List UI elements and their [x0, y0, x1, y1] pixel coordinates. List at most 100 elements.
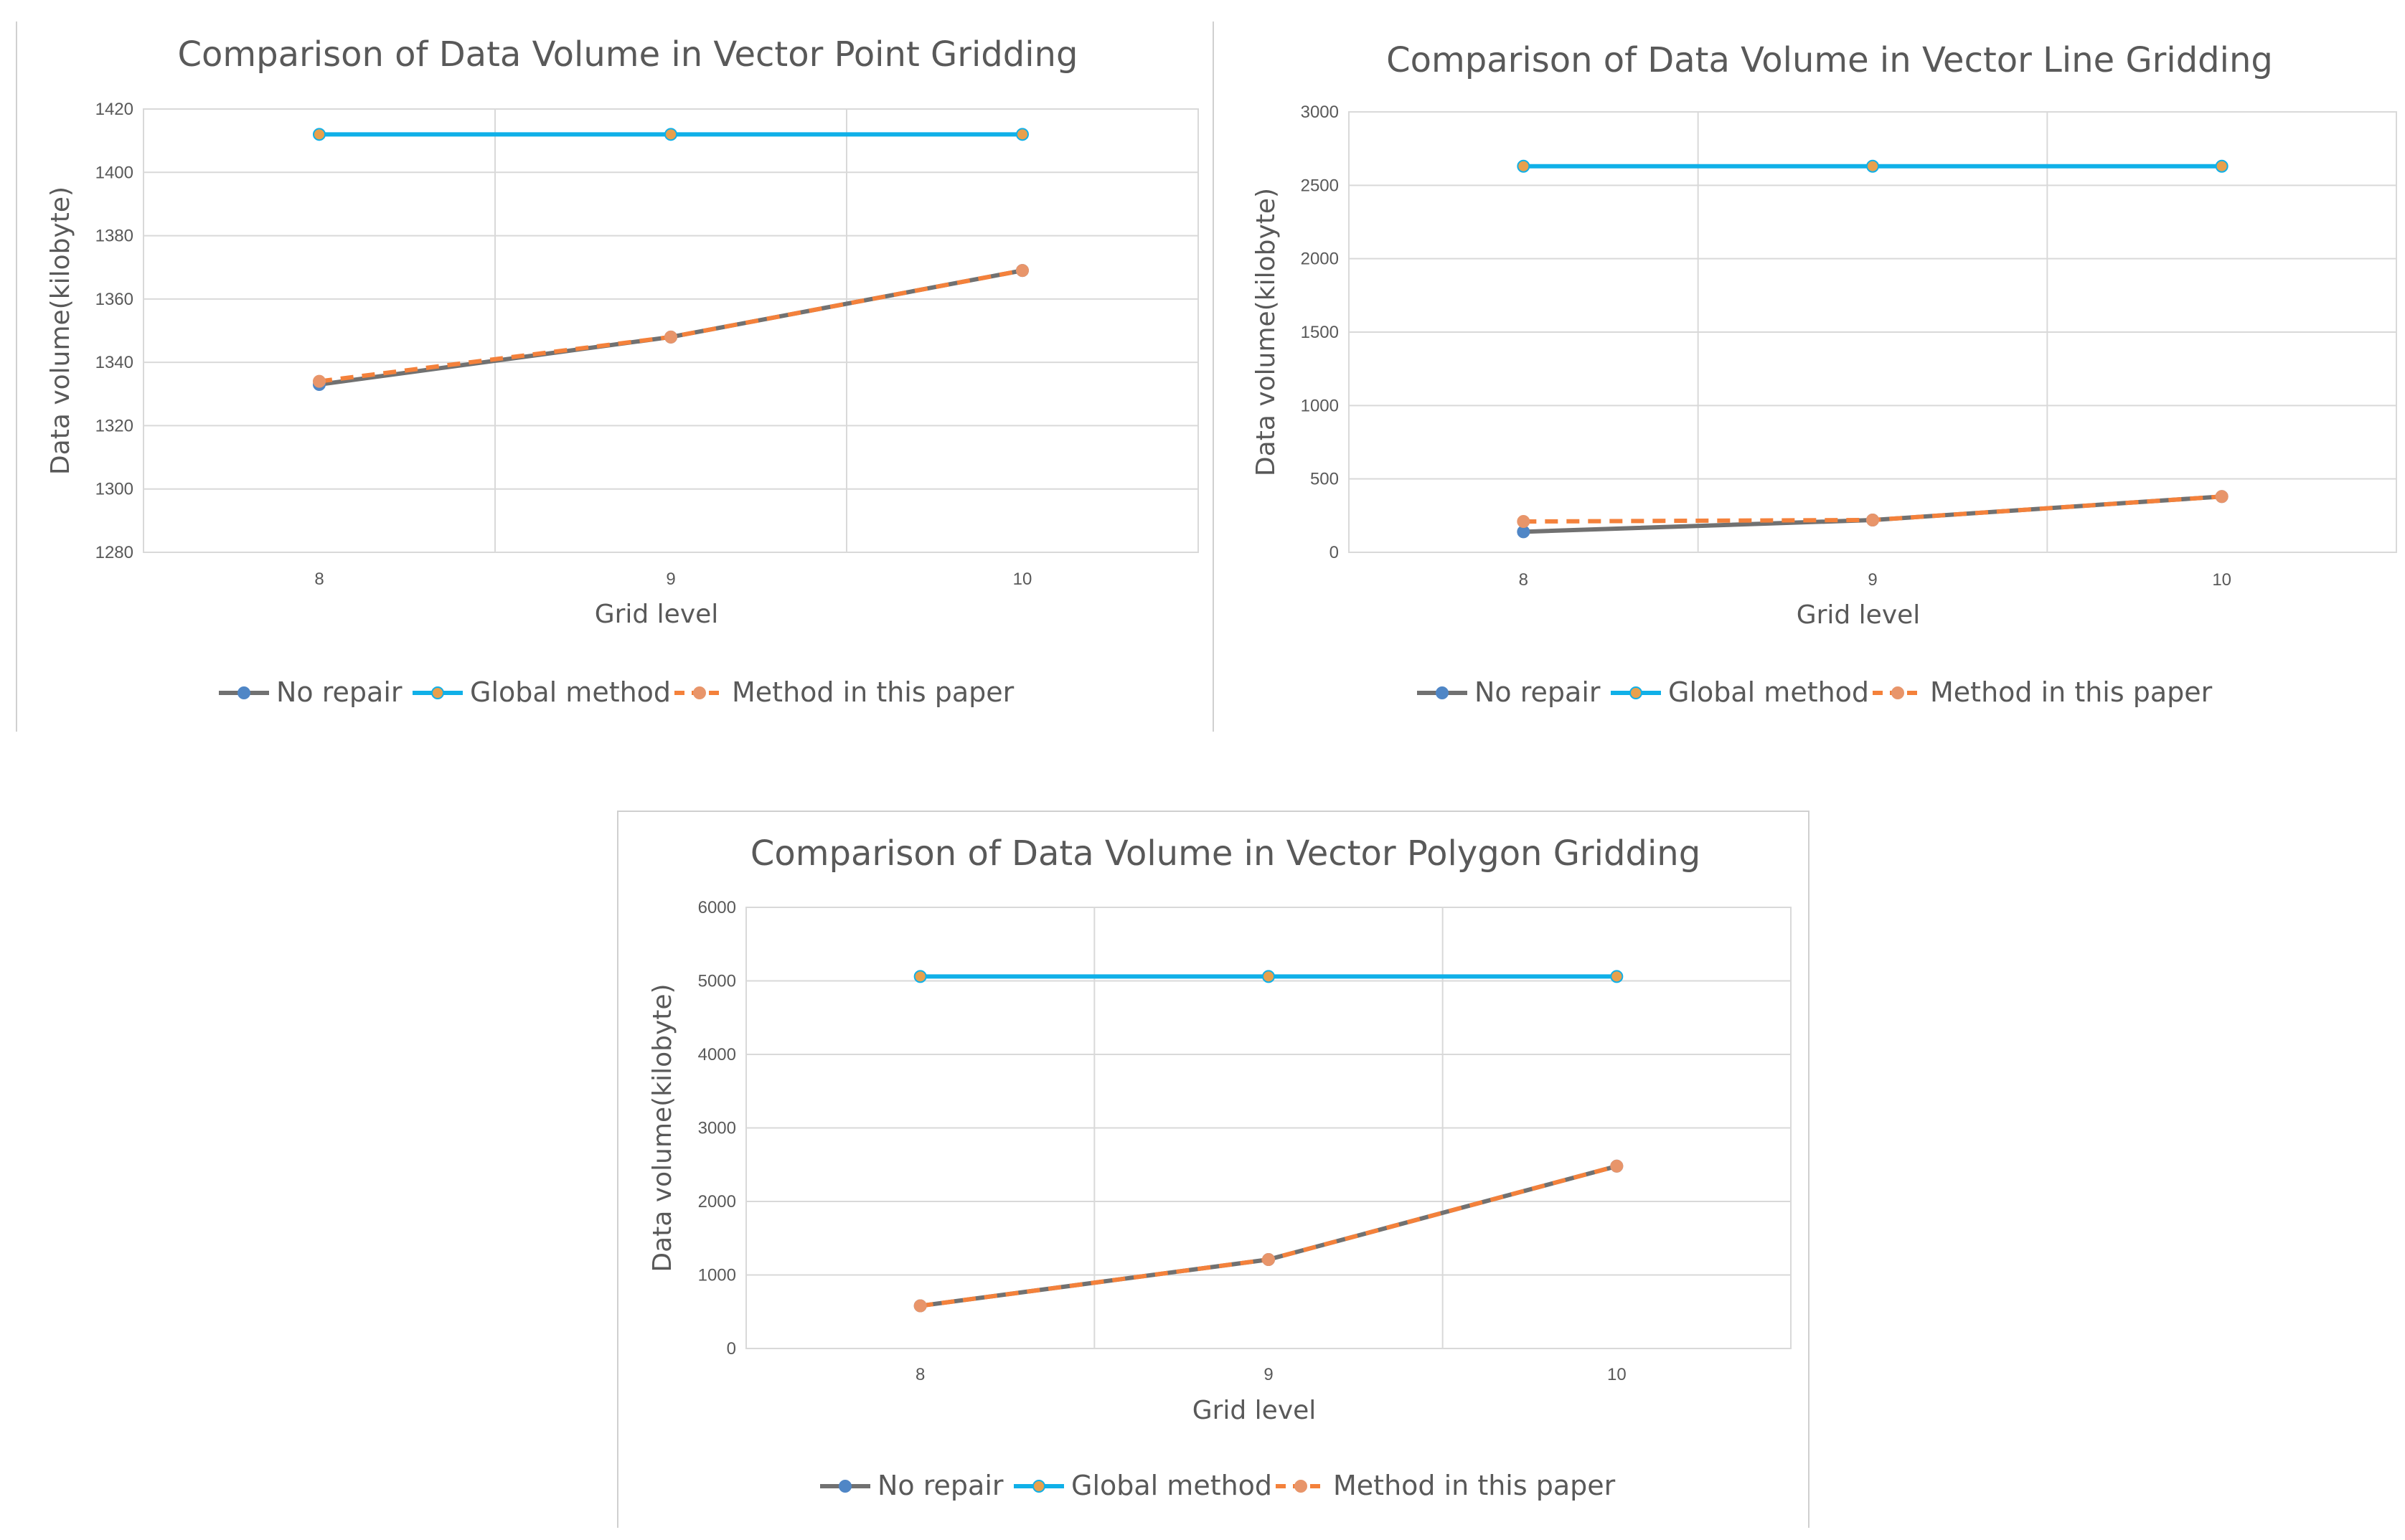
y-tick-label: 2000 — [698, 1192, 736, 1211]
y-tick-label: 4000 — [698, 1045, 736, 1064]
y-tick-label: 1280 — [95, 543, 133, 562]
x-tick-label: 9 — [666, 570, 675, 589]
chart-vector-line: Comparison of Data Volume in Vector Line… — [1220, 14, 2397, 739]
legend-label: Global method — [470, 676, 671, 708]
plot-area-border — [745, 907, 1792, 1349]
legend-label: Method in this paper — [1333, 1470, 1616, 1501]
plot-area-border — [1348, 111, 2397, 553]
y-tick-label: 5000 — [698, 972, 736, 991]
legend-item-method-in-this-paper: Method in this paper — [1873, 676, 2213, 708]
x-tick-label: 8 — [314, 570, 324, 589]
legend-label: No repair — [877, 1470, 1004, 1501]
legend-label: Method in this paper — [732, 676, 1015, 708]
y-tick-label: 0 — [727, 1339, 736, 1359]
legend-item-method-in-this-paper: Method in this paper — [674, 676, 1015, 708]
chart-svg: Comparison of Data Volume in Vector Line… — [1251, 40, 2397, 708]
left-edge-divider — [16, 22, 17, 732]
plot-area-border — [143, 108, 1199, 553]
legend-label: No repair — [276, 676, 403, 708]
bottom-chart-frame-left — [617, 811, 618, 1528]
x-tick-label: 10 — [1013, 570, 1032, 589]
y-tick-label: 1420 — [95, 100, 133, 119]
x-axis-title: Grid level — [595, 600, 719, 629]
legend-item-global-method: Global method — [413, 676, 671, 708]
y-tick-label: 1340 — [95, 353, 133, 372]
data-point-global-method — [313, 128, 326, 141]
chart-svg: Comparison of Data Volume in Vector Poin… — [46, 34, 1199, 708]
x-axis-title: Grid level — [1192, 1396, 1317, 1425]
x-tick-label: 9 — [1263, 1365, 1273, 1384]
legend-label: Global method — [1071, 1470, 1272, 1501]
y-axis-title: Data volume(kilobyte) — [648, 983, 677, 1272]
bottom-chart-frame-top — [617, 811, 1809, 812]
legend-swatch-marker — [839, 1480, 852, 1493]
legend-swatch-marker — [1436, 686, 1449, 699]
data-point-method-in-this-paper — [1610, 1159, 1624, 1173]
x-tick-label: 9 — [1868, 570, 1877, 590]
series-line-method-in-this-paper — [319, 268, 1023, 384]
chart-vector-point: Comparison of Data Volume in Vector Poin… — [22, 14, 1199, 739]
y-tick-label: 1000 — [1301, 396, 1339, 415]
legend-label: No repair — [1474, 676, 1601, 708]
y-tick-label: 6000 — [698, 898, 736, 917]
y-tick-label: 500 — [1310, 470, 1339, 489]
chart-title: Comparison of Data Volume in Vector Poly… — [750, 833, 1700, 874]
x-axis-title: Grid level — [1797, 600, 1921, 630]
data-point-global-method — [1262, 970, 1275, 983]
x-tick-label: 8 — [916, 1365, 925, 1384]
legend-item-no-repair: No repair — [820, 1470, 1004, 1501]
y-tick-label: 1380 — [95, 227, 133, 246]
legend-swatch-marker — [1629, 686, 1642, 699]
y-tick-label: 1000 — [698, 1266, 736, 1285]
x-tick-label: 8 — [1519, 570, 1528, 590]
legend-item-no-repair: No repair — [1417, 676, 1601, 708]
y-tick-label: 0 — [1329, 543, 1339, 562]
data-point-global-method — [1610, 970, 1624, 983]
x-tick-label: 10 — [2212, 570, 2231, 590]
data-point-method-in-this-paper — [1517, 515, 1530, 529]
data-point-global-method — [1517, 159, 1530, 173]
data-point-method-in-this-paper — [313, 374, 326, 388]
legend-swatch-marker — [1032, 1480, 1045, 1493]
chart-svg: Comparison of Data Volume in Vector Poly… — [648, 833, 1792, 1501]
data-point-global-method — [913, 970, 927, 983]
series-line-no-repair — [920, 1163, 1618, 1308]
chart-vector-polygon: Comparison of Data Volume in Vector Poly… — [623, 816, 1799, 1534]
data-point-global-method — [664, 128, 677, 141]
y-axis-title: Data volume(kilobyte) — [1251, 188, 1281, 476]
legend-swatch-marker — [1294, 1480, 1307, 1493]
bottom-chart-frame-right — [1808, 811, 1809, 1528]
legend-label: Global method — [1668, 676, 1869, 708]
data-point-method-in-this-paper — [1016, 264, 1029, 278]
y-tick-label: 2000 — [1301, 250, 1339, 269]
legend-label: Method in this paper — [1930, 676, 2213, 708]
chart-title: Comparison of Data Volume in Vector Poin… — [178, 34, 1078, 75]
legend-swatch-marker — [431, 686, 444, 699]
middle-divider — [1213, 22, 1214, 732]
chart-title: Comparison of Data Volume in Vector Line… — [1386, 40, 2273, 80]
data-point-global-method — [1016, 128, 1029, 141]
x-tick-label: 10 — [1607, 1365, 1627, 1384]
data-point-global-method — [1866, 159, 1879, 173]
legend-swatch-marker — [693, 686, 706, 699]
series-line-method-in-this-paper — [920, 1163, 1618, 1308]
data-point-method-in-this-paper — [2215, 490, 2228, 504]
data-point-method-in-this-paper — [1262, 1252, 1275, 1266]
y-tick-label: 1320 — [95, 416, 133, 435]
y-tick-label: 1500 — [1301, 323, 1339, 342]
legend-swatch-marker — [1891, 686, 1904, 699]
data-point-method-in-this-paper — [1866, 513, 1879, 526]
legend-swatch-marker — [237, 686, 250, 699]
data-point-method-in-this-paper — [913, 1299, 927, 1313]
y-tick-label: 3000 — [1301, 103, 1339, 122]
y-tick-label: 1300 — [95, 480, 133, 499]
y-axis-title: Data volume(kilobyte) — [46, 186, 75, 475]
legend-item-method-in-this-paper: Method in this paper — [1276, 1470, 1616, 1501]
y-tick-label: 3000 — [698, 1119, 736, 1138]
data-point-method-in-this-paper — [664, 330, 677, 344]
y-tick-label: 1400 — [95, 163, 133, 182]
legend-item-no-repair: No repair — [219, 676, 403, 708]
legend-item-global-method: Global method — [1611, 676, 1869, 708]
data-point-global-method — [2215, 159, 2228, 173]
y-tick-label: 1360 — [95, 290, 133, 309]
